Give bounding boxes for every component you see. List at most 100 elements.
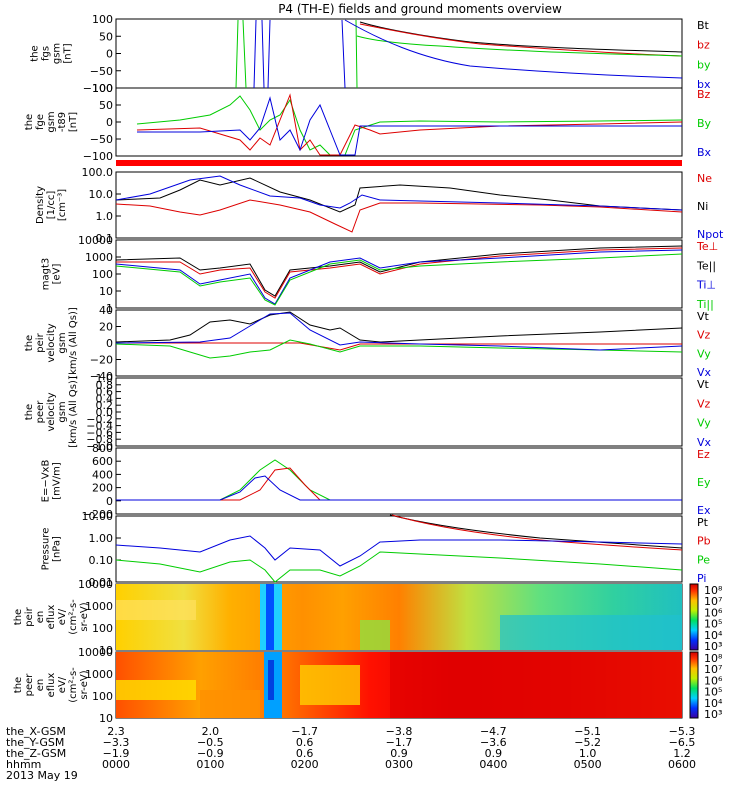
footer-value: 0.9	[390, 747, 408, 760]
footer-value: 0500	[574, 758, 602, 771]
footer-value: −5.2	[574, 736, 601, 749]
panel-6-ytick: −0.4	[86, 420, 113, 433]
panel-3-ytick: 100.0	[82, 166, 114, 179]
footer-value: −6.5	[669, 736, 696, 749]
npot-trace	[115, 175, 683, 211]
panel-6-frame	[115, 377, 683, 447]
footer-value: −1.9	[103, 747, 130, 760]
panel-4-ytick: 100	[92, 268, 113, 281]
footer-label: the_Z-GSM	[6, 747, 66, 760]
panel-3-traces	[115, 175, 683, 233]
footer-value: −3.3	[103, 736, 130, 749]
pe-trace	[115, 551, 683, 583]
panel-2-ytick: −50	[90, 133, 113, 146]
footer-value: 0200	[291, 758, 319, 771]
svg-text:fge: fge	[35, 114, 46, 130]
svg-text:E=−VxB: E=−VxB	[41, 460, 52, 503]
svg-text:eV/: eV/	[57, 608, 68, 625]
panel-3-ylabel: Density [1/cc] [cm⁻³]	[35, 186, 68, 224]
svg-text:en: en	[35, 679, 46, 692]
panel-2-ytick: 100	[92, 82, 113, 95]
panel-8-ytick: 0.01	[89, 576, 114, 589]
panel-3-ytick: 10.0	[89, 188, 114, 201]
legend-Vt: Vt	[697, 310, 710, 323]
panel-6-ytick: 0.4	[96, 392, 114, 405]
bz2-trace	[136, 93, 683, 156]
svg-text:velocity: velocity	[46, 323, 57, 362]
colorbar-tick: 10⁵	[704, 686, 722, 699]
bz-trace	[359, 23, 683, 57]
by-trace	[235, 19, 683, 89]
svg-text:peer: peer	[35, 400, 46, 424]
panel-8-traces	[115, 514, 683, 583]
pt-trace	[389, 514, 683, 549]
svg-text:peer: peer	[24, 673, 35, 697]
footer-value: 0100	[196, 758, 224, 771]
panel-1-ytick: −100	[83, 82, 113, 95]
svg-text:[km/s (All Qs)]: [km/s (All Qs)]	[68, 376, 79, 448]
svg-text:peir: peir	[24, 606, 35, 626]
panel-1-ytick: −50	[90, 65, 113, 78]
panel-8-frame	[115, 515, 683, 583]
panel-10-ylabel: the peer en eflux eV/(cm²-s-sr-eV)	[13, 667, 90, 703]
svg-text:en: en	[35, 611, 46, 624]
panel-6: 1.00.80.60.40.20.0−0.2−0.4−0.6−0.8−1.0 th…	[24, 372, 712, 453]
colorbar-tick: 10⁴	[704, 629, 723, 642]
colorbar-tick: 10³	[704, 640, 722, 653]
panel-2-ytick: 0	[106, 116, 113, 129]
svg-text:[cm⁻³]: [cm⁻³]	[57, 189, 68, 221]
legend-Bt: Bt	[697, 19, 710, 32]
ez-trace	[116, 467, 682, 501]
svg-text:sr-eV): sr-eV)	[79, 670, 90, 699]
tipar-trace	[115, 253, 683, 306]
vy-trace	[115, 339, 683, 359]
panel-2-traces	[116, 93, 683, 166]
panel-6-ytick: 1.0	[96, 372, 114, 385]
bx2-trace	[137, 96, 682, 156]
footer-label: the_X-GSM	[6, 725, 66, 738]
panel-5-traces	[115, 311, 683, 359]
svg-text:[mV/m]: [mV/m]	[52, 462, 63, 500]
panel-1-ylabel: the fgs gsm [nT]	[30, 43, 74, 64]
legend-Pb: Pb	[697, 535, 711, 548]
footer-label: the_Y-GSM	[6, 736, 64, 749]
panel-4-ylabel: magt3 [eV]	[41, 258, 63, 291]
svg-text:the: the	[13, 609, 24, 625]
panel-5: 40 20 0 −20 −40 the peir velocity gsm [km/s (All …	[24, 304, 712, 383]
colorbar-tick: 10⁷	[704, 663, 722, 676]
svg-text:Density: Density	[35, 186, 46, 224]
footer-value: −5.3	[669, 725, 696, 738]
panel-8-ytick: 10.00	[82, 510, 114, 523]
panel-6-ytick: 0.6	[96, 386, 114, 399]
legend-By: By	[697, 117, 712, 130]
legend-Te⊥: Te⊥	[696, 240, 718, 253]
svg-text:(cm²-s-: (cm²-s-	[68, 599, 79, 635]
svg-text:peir: peir	[35, 332, 46, 352]
panel-9-ytick: 10	[99, 644, 113, 657]
legend-Pt: Pt	[697, 516, 709, 529]
footer-value: −5.1	[574, 725, 601, 738]
svg-text:[nT]: [nT]	[68, 112, 79, 132]
panel-6-ytick: 0.2	[96, 399, 114, 412]
panel-3-frame	[115, 171, 683, 239]
footer-value: −3.6	[480, 736, 507, 749]
svg-text:the: the	[30, 45, 41, 61]
panel-4-ytick: 10000	[78, 234, 113, 247]
colorbar-tick: 10⁶	[704, 674, 723, 687]
footer-value: −0.9	[197, 747, 224, 760]
svg-text:the: the	[24, 114, 35, 130]
vx-trace	[115, 312, 683, 351]
ni-trace	[115, 177, 683, 213]
legend-Vz: Vz	[697, 329, 711, 342]
panel-5-ylabel: the peir velocity gsm [km/s (All Qs)]	[24, 307, 79, 379]
svg-text:[1/cc]: [1/cc]	[46, 191, 57, 220]
panel-7-ytick: 200	[92, 482, 113, 495]
panel-10-spectrogram	[116, 652, 682, 718]
panel-3-ytick: 0.1	[96, 232, 114, 245]
panel-5-ytick: 0	[106, 337, 113, 350]
status-bar	[116, 160, 682, 166]
legend-Ez: Ez	[697, 448, 710, 461]
tiperp-trace	[115, 249, 683, 305]
legend-Bx: Bx	[697, 146, 712, 159]
panel-10-ytick: 1000	[85, 668, 113, 681]
